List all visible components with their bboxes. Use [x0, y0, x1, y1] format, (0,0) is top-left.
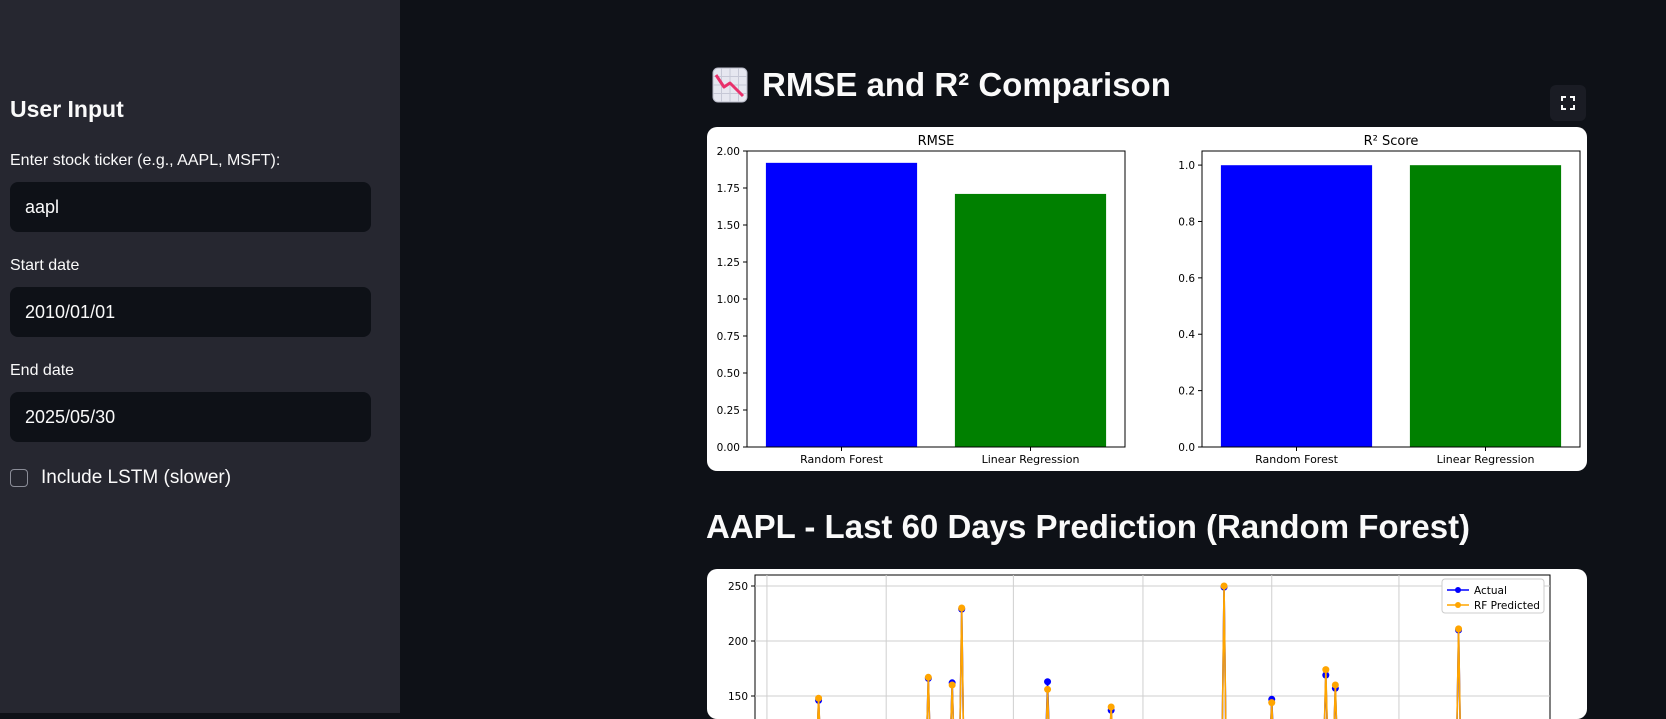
- end-date-label: End date: [10, 362, 75, 379]
- y-tick-label: 1.25: [717, 257, 740, 269]
- y-tick-label: 0.8: [1178, 216, 1195, 228]
- y-tick-label: 1.00: [717, 294, 740, 306]
- y-tick-label: 0.00: [717, 442, 740, 454]
- end-date-input[interactable]: 2025/05/30: [10, 392, 371, 442]
- bar-linear-regression: [1409, 165, 1562, 447]
- chart-decreasing-icon: [712, 67, 748, 103]
- sidebar: User Input Enter stock ticker (e.g., AAP…: [0, 0, 400, 713]
- plot-frame: [746, 150, 1126, 448]
- x-tick-label: Random Forest: [800, 453, 883, 466]
- y-tick-label: 250: [728, 581, 748, 593]
- y-tick-label: 0.0: [1178, 442, 1195, 454]
- bar-linear-regression: [954, 193, 1107, 447]
- data-point-rf-predicted: [1107, 703, 1115, 711]
- start-date-label: Start date: [10, 257, 80, 274]
- prediction-title: AAPL - Last 60 Days Prediction (Random F…: [706, 508, 1471, 545]
- comparison-chart-card: RMSE Random Forest Linear Regression 0.00 0.…: [707, 127, 1587, 471]
- plot-frame: [1201, 150, 1581, 448]
- series-line-actual: [817, 587, 1461, 719]
- data-point-rf-predicted: [1220, 582, 1228, 590]
- data-point-rf-predicted: [1268, 699, 1276, 707]
- y-tick-label: 0.2: [1178, 386, 1195, 398]
- bar-chart-2: R² Score Random Forest Linear Regression 0.…: [1178, 134, 1581, 466]
- y-tick-label: 200: [728, 636, 748, 648]
- bar-random-forest: [765, 162, 918, 447]
- y-tick-label: 2.00: [717, 146, 740, 158]
- legend-label: Actual: [1474, 585, 1507, 597]
- x-tick-label: Linear Regression: [982, 453, 1080, 466]
- data-point-actual: [1044, 678, 1052, 686]
- comparison-title: RMSE and R² Comparison: [762, 66, 1171, 103]
- bar-chart-1: RMSE Random Forest Linear Regression 0.00 0.…: [717, 134, 1126, 466]
- data-point-rf-predicted: [1455, 625, 1463, 633]
- data-point-rf-predicted: [958, 604, 966, 612]
- prediction-line-chart: 150 200 250 Actual RF Predicted: [728, 574, 1551, 719]
- data-point-rf-predicted: [948, 681, 956, 689]
- start-date-input[interactable]: 2010/01/01: [10, 287, 371, 337]
- plot-frame: [754, 574, 1551, 719]
- data-point-rf-predicted: [1044, 685, 1052, 693]
- y-tick-label: 0.6: [1178, 273, 1195, 285]
- bar-random-forest: [1220, 165, 1373, 447]
- prediction-chart-card: 150 200 250 Actual RF Predicted: [707, 569, 1587, 719]
- legend-marker: [1455, 587, 1461, 593]
- y-tick-label: 1.50: [717, 220, 740, 232]
- fullscreen-icon: [1561, 96, 1575, 110]
- x-tick-label: Linear Regression: [1437, 453, 1535, 466]
- fullscreen-button[interactable]: [1550, 85, 1586, 121]
- y-tick-label: 1.0: [1178, 160, 1195, 172]
- chart-title: RMSE: [918, 134, 955, 149]
- lstm-checkbox-label: Include LSTM (slower): [41, 467, 232, 488]
- prediction-plot: 150 200 250: [728, 574, 1551, 719]
- y-tick-label: 0.50: [717, 368, 740, 380]
- data-point-rf-predicted: [1331, 681, 1339, 689]
- y-tick-label: 1.75: [717, 183, 740, 195]
- y-tick-label: 0.4: [1178, 329, 1195, 341]
- y-tick-label: 0.25: [717, 405, 740, 417]
- comparison-bar-charts: RMSE Random Forest Linear Regression 0.00 0.…: [717, 134, 1581, 466]
- y-tick-label: 150: [728, 691, 748, 703]
- x-tick-label: Random Forest: [1255, 453, 1338, 466]
- data-point-rf-predicted: [1322, 666, 1330, 674]
- sidebar-heading: User Input: [10, 96, 124, 122]
- legend-label: RF Predicted: [1474, 600, 1540, 612]
- series-line-rf-predicted: [816, 585, 1461, 719]
- lstm-checkbox[interactable]: [10, 469, 28, 487]
- ticker-label: Enter stock ticker (e.g., AAPL, MSFT):: [10, 152, 281, 169]
- data-point-rf-predicted: [815, 694, 823, 702]
- legend-marker: [1455, 602, 1461, 608]
- ticker-input[interactable]: aapl: [10, 182, 371, 232]
- y-tick-label: 0.75: [717, 331, 740, 343]
- chart-title: R² Score: [1364, 134, 1419, 149]
- chart-legend: Actual RF Predicted: [1441, 578, 1545, 614]
- data-point-rf-predicted: [924, 673, 932, 681]
- lstm-option[interactable]: Include LSTM (slower): [10, 467, 231, 489]
